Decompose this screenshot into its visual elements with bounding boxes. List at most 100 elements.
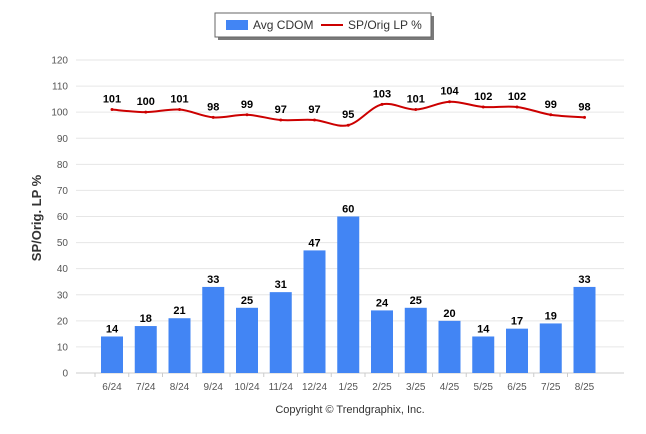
y-tick-label: 60	[57, 212, 69, 223]
legend-bar-swatch	[226, 20, 248, 30]
bar-data-label: 17	[511, 316, 523, 328]
bar	[101, 336, 123, 373]
line-data-label: 99	[241, 99, 253, 111]
bar	[371, 310, 393, 373]
y-tick-label: 30	[57, 290, 69, 301]
line-point	[414, 108, 418, 112]
label-layer: 14 18 21 33 25 31 47 60 24 25 20 14 17 19 33 101 100 101 9…	[103, 86, 591, 336]
bar	[573, 286, 596, 373]
x-tick-label: 4/25	[440, 382, 460, 393]
bar	[168, 318, 191, 373]
line-layer	[110, 100, 586, 127]
y-tick-label: 70	[57, 186, 69, 197]
y-tick-label: 0	[62, 369, 68, 380]
y-axis-title: SP/Orig. LP %	[29, 174, 44, 261]
line-point	[245, 113, 249, 117]
bar	[269, 292, 292, 373]
x-tick-label: 7/24	[136, 382, 156, 393]
x-tick-label: 3/25	[406, 382, 426, 393]
line-data-label: 95	[342, 109, 354, 121]
bar-data-label: 25	[410, 295, 422, 307]
line-data-label: 97	[308, 104, 320, 116]
y-tick-label: 10	[57, 342, 69, 353]
legend-bar-label: Avg CDOM	[253, 18, 313, 32]
copyright-text: Copyright © Trendgraphix, Inc.	[275, 404, 424, 416]
bar-data-label: 47	[308, 237, 320, 249]
x-tick-label: 2/25	[372, 382, 392, 393]
line-data-label: 100	[137, 96, 155, 108]
bar-data-label: 19	[545, 310, 557, 322]
x-tick-label: 6/24	[102, 382, 122, 393]
bar	[506, 328, 528, 373]
bar	[472, 336, 495, 373]
x-tick-label: 7/25	[541, 382, 561, 393]
line-point	[481, 105, 485, 109]
line-data-label: 98	[578, 101, 590, 113]
line-point	[448, 100, 451, 104]
line-point	[144, 110, 148, 114]
line-data-label: 101	[407, 94, 425, 106]
x-tick-label: 6/25	[507, 382, 527, 393]
x-tick-label: 10/24	[234, 382, 259, 393]
y-tick-label: 40	[57, 264, 69, 275]
bar-data-label: 24	[376, 297, 389, 309]
line-data-label: 101	[170, 94, 188, 106]
y-tick-label: 20	[57, 316, 69, 327]
line-point	[346, 123, 350, 127]
line-data-label: 102	[508, 91, 526, 103]
legend: Avg CDOM SP/Orig LP %	[214, 12, 434, 40]
line-point	[313, 118, 316, 122]
x-tick-label: 12/24	[302, 382, 327, 393]
bar	[202, 286, 225, 373]
legend-line-label: SP/Orig LP %	[348, 18, 422, 32]
x-tick-label: 1/25	[339, 382, 359, 393]
bar	[404, 307, 427, 373]
bar-data-label: 33	[207, 274, 219, 286]
bar-data-label: 25	[241, 295, 253, 307]
x-tick-label: 8/25	[575, 382, 595, 393]
line-data-label: 99	[545, 99, 557, 111]
bar-data-label: 14	[477, 323, 490, 335]
y-tick-label: 80	[57, 160, 69, 171]
line-point	[515, 105, 519, 109]
x-tick-label: 9/24	[204, 382, 224, 393]
y-tick-label: 90	[57, 134, 69, 145]
bar-data-label: 14	[106, 323, 119, 335]
bar	[134, 326, 157, 373]
bar-data-label: 33	[578, 274, 590, 286]
line-data-label: 102	[474, 91, 492, 103]
bar	[337, 216, 360, 373]
bar	[539, 323, 562, 373]
bar-data-label: 21	[173, 305, 185, 317]
bar	[303, 250, 326, 373]
y-tick-label: 50	[57, 238, 69, 249]
axis-layer: 0 10 20 30 40 50 60 70 80 90 100 110 120 6/24 7/24 8/24…	[51, 56, 624, 393]
y-tick-label: 100	[51, 108, 68, 119]
bar-data-label: 20	[443, 308, 455, 320]
bar-data-label: 31	[275, 279, 287, 291]
line-point	[279, 118, 283, 122]
line-point	[583, 115, 586, 119]
y-tick-label: 110	[52, 82, 68, 93]
bar	[236, 307, 258, 373]
line-data-label: 98	[207, 101, 219, 113]
y-tick-label: 120	[51, 56, 68, 67]
line-point	[178, 108, 181, 112]
bar	[438, 320, 461, 373]
bar-data-label: 60	[342, 204, 354, 216]
line-point	[380, 102, 384, 106]
line-data-label: 101	[103, 94, 121, 106]
line-data-label: 104	[440, 86, 459, 98]
line-point	[211, 115, 215, 119]
bar-data-label: 18	[140, 313, 152, 325]
line-point	[110, 108, 114, 112]
x-tick-label: 5/25	[474, 382, 494, 393]
line-point	[549, 113, 553, 117]
bar-layer	[101, 216, 596, 373]
x-tick-label: 8/24	[170, 382, 190, 393]
line-data-label: 103	[373, 88, 391, 100]
x-tick-label: 11/24	[269, 382, 294, 393]
line-data-label: 97	[275, 104, 287, 116]
